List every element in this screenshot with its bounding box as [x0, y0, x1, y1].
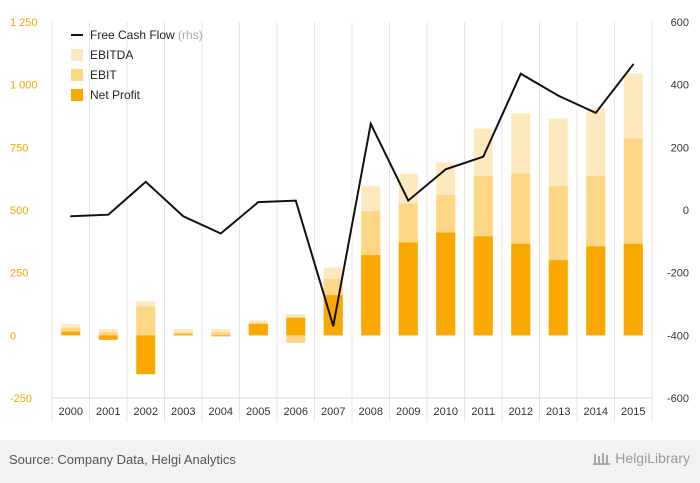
legend-item-label: Net Profit — [90, 88, 141, 102]
bar-ebit — [286, 335, 306, 343]
x-axis-tick-label: 2013 — [546, 406, 570, 418]
point-free-cash-flow — [219, 232, 222, 235]
chart: -250 0 250 500 750 1 000 1 250 -600 -400 -200 0 200… — [10, 17, 689, 422]
point-free-cash-flow — [407, 199, 410, 202]
source-note: Source: Company Data, Helgi Analytics — [9, 452, 236, 467]
point-free-cash-flow — [69, 215, 72, 218]
bar-net-profit — [98, 335, 118, 340]
x-axis-tick-label: 2008 — [359, 406, 383, 418]
bar-ebitda — [173, 329, 193, 336]
bar-net-profit — [211, 335, 231, 337]
bar-net-profit — [398, 242, 418, 336]
bar-net-profit — [586, 246, 606, 336]
bar-ebitda — [98, 329, 118, 336]
legend-symbol-ebit — [71, 69, 83, 81]
bar-ebitda — [211, 329, 231, 336]
x-axis-tick-label: 2001 — [96, 406, 120, 418]
x-axis-tick-label: 2011 — [471, 406, 495, 418]
legend-item-label: EBITDA — [90, 48, 133, 62]
point-free-cash-flow — [594, 112, 597, 114]
x-axis-tick-label: 2015 — [621, 406, 645, 418]
bar-net-profit — [248, 324, 268, 336]
bar-net-profit — [511, 243, 531, 336]
bar-ebit — [173, 332, 193, 336]
bar-net-profit — [61, 331, 81, 336]
bar-net-profit — [136, 335, 156, 375]
right-axis-tick-label: -600 — [667, 393, 689, 405]
right-axis-tick-label: 600 — [671, 17, 689, 29]
x-axis-tick-label: 2003 — [171, 406, 195, 418]
legend-rhs-suffix: (rhs) — [175, 28, 203, 42]
bar-net-profit — [286, 317, 306, 336]
x-axis-tick-label: 2005 — [246, 406, 270, 418]
x-axis-tick-label: 2000 — [59, 406, 83, 418]
point-free-cash-flow — [369, 123, 372, 125]
helgi-library-logo[interactable]: HelgiLibrary — [593, 450, 690, 466]
x-axis-tick-label: 2002 — [134, 406, 158, 418]
bar-ebit — [211, 332, 231, 336]
x-axis-tick-label: 2006 — [284, 406, 308, 418]
point-free-cash-flow — [332, 325, 335, 327]
right-axis-tick-label: 200 — [671, 142, 689, 154]
x-axis-tick-label: 2012 — [509, 406, 533, 418]
point-free-cash-flow — [257, 201, 260, 203]
bar-net-profit — [623, 243, 643, 336]
bar-ebit — [98, 332, 118, 336]
left-axis-tick-label: 250 — [10, 268, 28, 280]
x-axis-tick-label: 2007 — [321, 406, 345, 418]
right-axis-tick-label: -400 — [667, 330, 689, 342]
point-free-cash-flow — [144, 181, 147, 183]
point-free-cash-flow — [557, 94, 560, 97]
x-axis-tick-label: 2010 — [434, 406, 458, 418]
bar-ebit — [61, 327, 81, 336]
point-free-cash-flow — [444, 168, 447, 171]
x-axis-tick-label: 2014 — [584, 406, 608, 418]
right-axis-tick-label: -200 — [667, 268, 689, 280]
point-free-cash-flow — [632, 63, 635, 66]
bar-net-profit — [173, 334, 193, 336]
footer: Source: Company Data, Helgi Analytics He… — [0, 440, 700, 483]
bar-ebit — [136, 306, 156, 336]
left-axis-tick-label: 750 — [10, 142, 28, 154]
legend-symbol-ebitda — [71, 49, 83, 61]
legend-symbol-net-profit — [71, 89, 83, 101]
legend-item-label: EBIT — [90, 68, 117, 82]
bar-net-profit — [361, 255, 381, 336]
x-axis-tick-label: 2004 — [209, 406, 233, 418]
left-axis-tick-label: -250 — [10, 393, 32, 405]
logo-text: HelgiLibrary — [615, 450, 690, 466]
left-axis-tick-label: 0 — [10, 330, 16, 342]
bar-net-profit — [548, 260, 568, 336]
bar-net-profit — [473, 236, 493, 336]
right-axis-tick-label: 400 — [671, 80, 689, 92]
point-free-cash-flow — [519, 72, 522, 75]
point-free-cash-flow — [182, 215, 185, 218]
library-building-icon — [593, 453, 611, 465]
legend-item-label: Free Cash Flow (rhs) — [90, 28, 203, 42]
left-axis-tick-label: 1 000 — [10, 80, 38, 92]
point-free-cash-flow — [482, 155, 485, 158]
left-axis-tick-label: 500 — [10, 205, 28, 217]
left-axis-tick-label: 1 250 — [10, 17, 38, 29]
point-free-cash-flow — [107, 213, 110, 216]
right-axis-tick-label: 0 — [683, 205, 689, 217]
point-free-cash-flow — [294, 199, 297, 202]
x-axis-tick-label: 2009 — [396, 406, 420, 418]
bar-net-profit — [436, 232, 456, 336]
line-free-cash-flow — [70, 63, 635, 327]
